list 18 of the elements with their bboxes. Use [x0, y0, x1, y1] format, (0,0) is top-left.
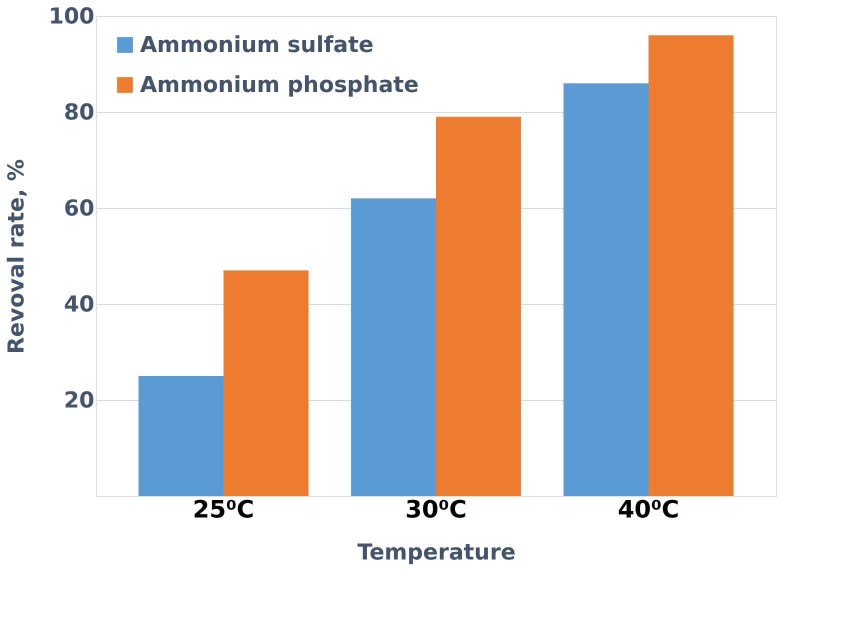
- bar: [224, 270, 308, 496]
- bar: [351, 198, 436, 496]
- y-tick-label: 100: [48, 4, 94, 30]
- legend-label: Ammonium phosphate: [140, 73, 419, 98]
- x-tick-label: 30⁰C: [405, 496, 467, 524]
- bar: [648, 35, 734, 496]
- x-tick-label: 25⁰C: [192, 496, 254, 524]
- bar: [564, 83, 648, 496]
- bar: [436, 116, 521, 496]
- y-tick-label: 60: [64, 196, 94, 222]
- bar: [138, 376, 224, 496]
- x-axis-title: Temperature: [357, 540, 516, 566]
- y-axis-title: Revoval rate, %: [4, 159, 30, 354]
- y-tick-label: 40: [64, 292, 94, 318]
- y-tick-label: 80: [64, 100, 94, 126]
- x-tick-label: 40⁰C: [618, 496, 680, 524]
- y-tick-label: 20: [64, 388, 94, 414]
- legend-label: Ammonium sulfate: [140, 33, 374, 58]
